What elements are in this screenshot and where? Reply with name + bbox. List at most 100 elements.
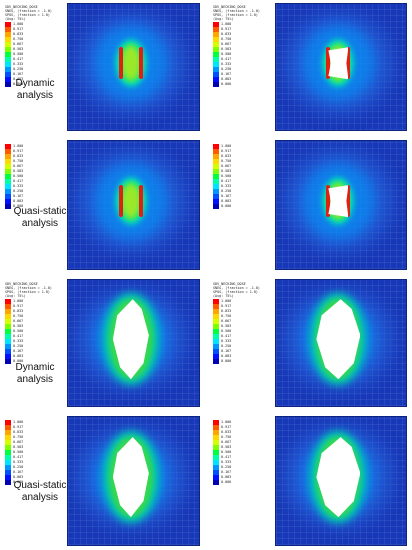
legend-header-line: SNEG, (fraction = -1.0) [213,286,260,290]
legend-swatch [5,67,11,72]
legend-swatch [213,154,219,159]
legend-swatch [213,77,219,82]
legend-value: 0.917 [13,149,24,153]
legend-swatch [213,47,219,52]
legend-swatch [213,465,219,470]
legend-value: 0.583 [13,47,24,51]
legend-header-line: SDV_NECKING_DOSE [213,5,246,9]
legend-swatch [213,194,219,199]
legend-value: 0.917 [221,425,232,429]
legend-swatch [213,354,219,359]
legend-swatch [5,42,11,47]
high-dose-strip [118,185,123,218]
legend-swatch [213,27,219,32]
high-dose-strip [346,47,351,80]
legend-r3-right: SDV_NECKING_DOSE SNEG, (fraction = -1.0) S… [213,282,260,364]
legend-value: 0.000 [13,359,24,363]
legend-swatch [213,67,219,72]
legend-swatch [5,450,11,455]
legend-value: 0.583 [221,169,232,173]
legend-swatch [5,62,11,67]
legend-swatch [5,189,11,194]
legend-r4-right: 1.000 0.917 0.833 0.750 0.667 0.583 0.500 0.417… [213,419,231,485]
legend-value: 0.333 [13,62,24,66]
legend-value: 0.833 [13,309,24,313]
legend-value: 0.833 [221,309,232,313]
legend-value: 0.083 [13,77,24,81]
legend-swatch [213,164,219,169]
legend-value: 0.167 [221,470,232,474]
legend-value: 0.333 [221,62,232,66]
legend-swatch [5,354,11,359]
legend-swatch [5,184,11,189]
legend-swatch [213,184,219,189]
legend-value: 0.667 [13,319,24,323]
legend-value: 1.000 [13,144,24,148]
legend-value: 0.167 [221,349,232,353]
legend-r4-left: 1.000 0.917 0.833 0.750 0.667 0.583 0.500 0.417… [5,419,23,485]
legend-value: 0.333 [221,184,232,188]
crack-opening [328,185,349,218]
legend-value: 0.917 [221,149,232,153]
legend-value: 0.667 [13,164,24,168]
legend-value: 0.417 [13,57,24,61]
legend-value: 0.500 [221,174,232,178]
legend-header-line: SPOS, (fraction = 1.0) [5,13,50,17]
legend-value: 0.250 [221,189,232,193]
legend-value: 0.667 [221,42,232,46]
legend-value: 0.500 [221,329,232,333]
legend-swatch [5,22,11,27]
legend-swatch [213,425,219,430]
legend-swatch [213,149,219,154]
legend-swatch [5,179,11,184]
legend-swatch [5,339,11,344]
legend-header: SDV_NECKING_DOSE SNEG, (fraction = -1.0) S… [213,5,260,21]
legend-swatch [213,435,219,440]
legend-header-line: (Avg: 75%) [5,17,26,21]
legend-swatch [213,349,219,354]
legend-value: 0.750 [221,435,232,439]
legend-value: 0.250 [221,465,232,469]
legend-value: 0.333 [221,460,232,464]
legend-value: 0.750 [13,435,24,439]
legend-value: 1.000 [221,299,232,303]
legend-r1-left: SDV_NECKING_DOSE SNEG, (fraction = -1.0) S… [5,5,52,87]
contour-region [122,47,139,80]
legend-value: 0.583 [13,445,24,449]
row-label-1: Dynamic analysis [15,78,55,101]
legend-value: 0.750 [13,314,24,318]
legend-value: 0.500 [221,450,232,454]
legend-swatch [213,314,219,319]
legend-swatch [5,82,11,87]
legend-swatch [213,299,219,304]
legend-swatch [5,72,11,77]
legend-swatch [5,344,11,349]
legend-value: 0.000 [221,204,232,208]
legend-header-line: SNEG, (fraction = -1.0) [5,286,52,290]
legend-swatch [213,42,219,47]
legend-swatch [5,309,11,314]
legend-swatch [213,82,219,87]
legend-swatch [213,159,219,164]
legend-value: 0.917 [13,27,24,31]
legend-swatch [5,37,11,42]
legend-value: 0.583 [13,324,24,328]
legend-swatch [5,440,11,445]
legend-value: 0.667 [13,42,24,46]
legend-swatch [213,339,219,344]
legend-swatch [5,445,11,450]
legend-value: 1.000 [221,22,232,26]
legend-value: 0.333 [13,460,24,464]
legend-value: 0.500 [221,52,232,56]
legend-value: 0.583 [221,445,232,449]
legend-swatch [213,329,219,334]
legend-swatch [213,440,219,445]
legend-value: 0.417 [221,179,232,183]
legend-swatch [5,159,11,164]
legend-value: 0.333 [13,339,24,343]
legend-swatch [213,430,219,435]
legend-swatch [5,32,11,37]
legend-value: 0.000 [221,82,232,86]
legend-swatch [213,420,219,425]
legend-swatch [5,299,11,304]
